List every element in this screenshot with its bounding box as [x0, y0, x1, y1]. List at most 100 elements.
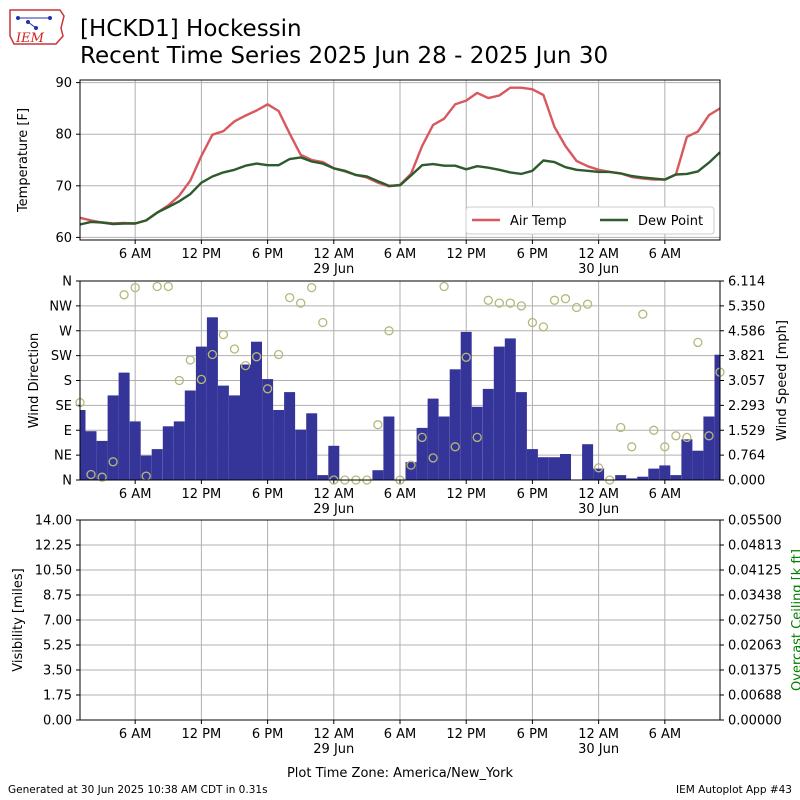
wind-direction-marker — [417, 432, 427, 443]
wind-speed-tick-label: 0.000 — [728, 474, 765, 489]
chart-title: [HCKD1] Hockessin — [80, 16, 302, 42]
wind-direction-marker — [472, 432, 482, 443]
wind-direction-marker — [196, 374, 207, 385]
wind-speed-bar — [427, 398, 439, 480]
x-tick-label: 12 AM — [313, 247, 354, 262]
ceiling-tick-label: 0.03438 — [728, 589, 782, 604]
x-tick-label: 12 PM — [182, 727, 222, 742]
wind-direction-marker — [505, 298, 515, 308]
wind-direction-marker — [571, 302, 582, 313]
wind-direction-marker — [296, 298, 306, 308]
wind-direction-marker — [119, 290, 129, 300]
wind-speed-bar — [383, 416, 395, 480]
wind-speed-bar — [273, 410, 285, 480]
wind-speed-bar — [129, 421, 141, 480]
x-tick-label: 6 PM — [517, 727, 548, 742]
wind-direction-marker — [660, 442, 670, 452]
wind-speed-tick-label: 5.350 — [728, 299, 765, 314]
wind-speed-bar — [526, 449, 538, 480]
wind-speed-bar — [416, 427, 428, 480]
wind-speed-bar — [692, 450, 704, 480]
wind-direction-tick-label: SE — [56, 399, 72, 414]
x-tick-label: 6 AM — [384, 247, 417, 262]
wind-direction-marker — [439, 281, 449, 292]
wind-direction-tick-label: E — [64, 424, 72, 439]
x-tick-label: 12 PM — [182, 247, 222, 262]
x-tick-label: 30 Jun — [578, 262, 619, 277]
visibility-tick-label: 10.50 — [35, 564, 72, 579]
wind-speed-bar — [449, 369, 461, 480]
wind-speed-bar — [107, 395, 119, 480]
wind-direction-marker — [229, 344, 240, 354]
visibility-tick-label: 1.75 — [43, 689, 72, 704]
x-tick-label: 12 AM — [578, 727, 619, 742]
wind-direction-marker — [307, 282, 317, 293]
dew-point-line — [79, 151, 721, 226]
x-tick-label: 12 PM — [446, 487, 486, 502]
x-tick-label: 6 AM — [384, 487, 417, 502]
wind-direction-marker — [163, 281, 173, 292]
wind-direction-marker — [262, 384, 273, 394]
wind-speed-bar — [593, 468, 605, 480]
wind-speed-bar — [537, 457, 549, 480]
wind-speed-bar — [328, 445, 340, 480]
wind-speed-bar — [681, 439, 693, 480]
wind-direction-marker — [207, 349, 218, 360]
wind-direction-marker — [582, 299, 593, 309]
ceiling-tick-label: 0.04813 — [728, 539, 782, 554]
wind-speed-tick-label: 3.821 — [728, 349, 765, 364]
ceiling-tick-label: 0.02063 — [728, 639, 782, 654]
wind-direction-marker — [494, 298, 504, 308]
visibility-tick-label: 3.50 — [43, 664, 72, 679]
wind-speed-bar — [206, 317, 218, 480]
x-tick-label: 12 PM — [182, 487, 222, 502]
x-tick-label: 6 AM — [119, 487, 152, 502]
x-axis-title: Plot Time Zone: America/New_York — [287, 766, 514, 781]
wind-speed-bar — [493, 346, 505, 480]
x-tick-label: 6 AM — [649, 247, 682, 262]
wind-speed-bar — [240, 364, 251, 480]
x-tick-label: 12 AM — [578, 487, 619, 502]
x-tick-label: 6 PM — [517, 247, 548, 262]
x-tick-label: 6 AM — [119, 247, 152, 262]
wind-speed-bar — [703, 416, 715, 480]
wind-speed-tick-label: 1.529 — [728, 424, 765, 439]
wind-speed-bar — [173, 421, 185, 480]
wind-direction-marker — [527, 317, 538, 328]
visibility-panel-frame — [79, 519, 721, 721]
wind-direction-marker — [649, 425, 659, 435]
wind-direction-marker — [638, 309, 648, 319]
wind-direction-marker — [152, 281, 162, 292]
wind-speed-bar — [504, 338, 516, 480]
wind-speed-bar — [460, 331, 472, 480]
header: IEM [HCKD1] Hockessin Recent Time Series… — [0, 0, 800, 80]
x-tick-label: 6 PM — [517, 487, 548, 502]
visibility-tick-label: 7.00 — [43, 614, 72, 629]
wind-speed-tick-label: 2.293 — [728, 399, 765, 414]
wind-speed-bar — [284, 392, 296, 480]
wind-speed-bar — [85, 431, 97, 480]
wind-direction-marker — [86, 469, 96, 480]
wind-direction-marker — [384, 326, 394, 336]
wind-direction-tick-label: N — [62, 474, 72, 489]
wind-direction-marker — [682, 432, 692, 443]
wind-speed-bar — [471, 406, 483, 480]
wind-speed-bar — [306, 413, 318, 480]
wind-speed-bar — [217, 385, 229, 480]
wind-direction-marker — [693, 337, 703, 348]
x-tick-label: 12 PM — [446, 727, 486, 742]
x-tick-label: 6 PM — [252, 247, 283, 262]
wind-speed-bar — [96, 440, 108, 480]
wind-direction-marker — [218, 329, 229, 340]
wind-direction-tick-label: NE — [54, 449, 72, 464]
iem-logo-graphic: IEM — [9, 9, 65, 46]
temperature-axis-label: Temperature [F] — [16, 108, 31, 213]
ceiling-tick-label: 0.00688 — [728, 689, 782, 704]
wind-direction-marker — [560, 294, 571, 304]
wind-panel-frame — [79, 280, 721, 481]
wind-speed-bar — [317, 475, 329, 480]
wind-speed-bar — [140, 455, 152, 480]
generated-timestamp: Generated at 30 Jun 2025 10:38 AM CDT in… — [8, 784, 268, 796]
x-tick-label: 6 AM — [649, 487, 682, 502]
